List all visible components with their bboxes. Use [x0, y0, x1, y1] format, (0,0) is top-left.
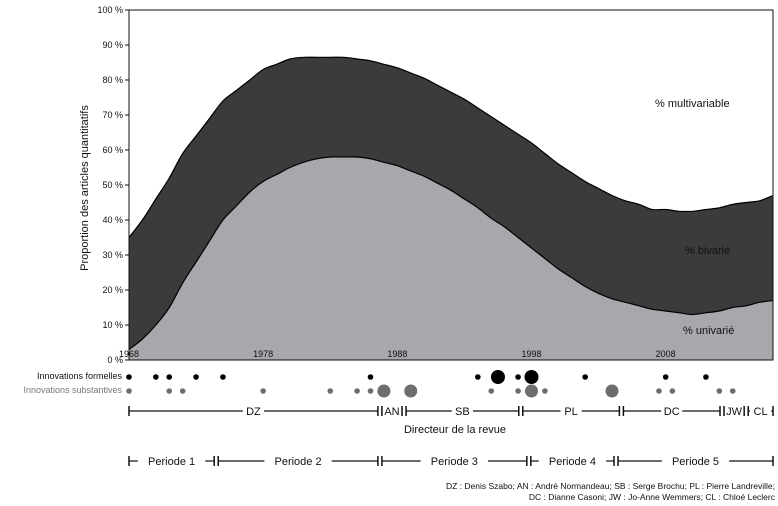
innovation-formelle-dot — [220, 374, 226, 380]
innovation-formelle-dot — [475, 374, 481, 380]
period-label: Periode 2 — [275, 456, 322, 468]
y-tick-label: 10 % — [102, 320, 123, 330]
director-title: Directeur de la revue — [404, 424, 506, 436]
footnote-line-1: DZ : Denis Szabo; AN : André Normandeau;… — [446, 481, 775, 491]
innovation-formelle-dot — [582, 374, 588, 380]
period-label: Periode 5 — [672, 456, 719, 468]
y-tick-label: 100 % — [97, 5, 123, 15]
y-axis: 0 % 10 % 20 % 30 % 40 % 50 % 60 % 70 % 80 % 90 % 1… — [97, 5, 129, 365]
innovation-formelle-dot — [153, 374, 159, 380]
y-tick-label: 20 % — [102, 285, 123, 295]
innovation-substantive-dot — [488, 388, 495, 394]
y-tick-label: 90 % — [102, 40, 123, 50]
innovation-dots-formelles — [126, 370, 709, 384]
y-tick-label: 70 % — [102, 110, 123, 120]
director-label: PL — [564, 406, 577, 418]
row-label-formelles: Innovations formelles — [37, 371, 123, 381]
innovation-formelle-dot — [166, 374, 173, 380]
innovation-substantive-dot — [126, 388, 132, 394]
innovation-substantive-dot — [542, 388, 548, 394]
label-bivarie: % bivarié — [685, 245, 730, 257]
x-tick-label: 1968 — [119, 349, 139, 359]
innovation-substantive-dot — [260, 388, 266, 394]
x-axis: 1968 1978 1988 1998 2008 — [119, 349, 676, 359]
label-multivariable: % multivariable — [655, 98, 730, 110]
innovation-substantive-dot — [656, 388, 662, 394]
boundary-line-1 — [128, 56, 774, 238]
boundary-line-0 — [128, 156, 774, 350]
innovation-formelle-dot — [524, 370, 539, 384]
x-tick-label: 1988 — [387, 349, 407, 359]
innovation-formelle-dot — [515, 374, 521, 380]
director-label: CL — [754, 406, 768, 418]
x-tick-label: 1998 — [521, 349, 541, 359]
y-tick-label: 0 % — [107, 355, 123, 365]
innovation-substantive-dot — [377, 384, 391, 398]
director-label: DC — [664, 406, 680, 418]
y-axis-label: Proportion des articles quantitatifs — [79, 105, 91, 271]
area-series-2 — [129, 10, 773, 238]
innovation-substantive-dot — [327, 388, 334, 394]
y-tick-label: 60 % — [102, 145, 123, 155]
area-series-1 — [129, 57, 773, 350]
y-tick-label: 80 % — [102, 75, 123, 85]
innovation-substantive-dot — [179, 388, 186, 394]
innovation-formelle-dot — [490, 370, 505, 384]
period-timeline: Periode 1 Periode 2 Periode 3 Periode 4 Peri… — [128, 456, 774, 468]
innovation-substantive-dot — [716, 388, 723, 394]
row-label-substantives: Innovations substantives — [23, 385, 122, 395]
y-tick-label: 40 % — [102, 215, 123, 225]
innovation-formelle-dot — [126, 374, 132, 380]
innovation-substantive-dot — [166, 388, 173, 394]
innovation-formelle-dot — [193, 374, 199, 380]
director-timeline: DZ AN SB PL DC JW CL — [128, 406, 774, 418]
innovation-substantive-dot — [525, 384, 538, 398]
y-tick-label: 50 % — [102, 180, 123, 190]
innovation-formelle-dot — [662, 374, 669, 380]
director-label: JW — [726, 406, 743, 418]
area-layers — [128, 10, 774, 360]
y-tick-label: 30 % — [102, 250, 123, 260]
footnote-line-2: DC : Dianne Casoni; JW : Jo-Anne Wemmers… — [529, 492, 776, 502]
innovation-substantive-dot — [729, 388, 736, 394]
director-label: AN — [384, 406, 399, 418]
period-label: Periode 1 — [148, 456, 195, 468]
director-label: DZ — [246, 406, 261, 418]
innovation-substantive-dot — [669, 388, 676, 394]
director-label: SB — [455, 406, 470, 418]
x-tick-label: 1978 — [253, 349, 273, 359]
period-label: Periode 3 — [431, 456, 478, 468]
innovation-dots-substantives — [126, 384, 736, 398]
area-series-0 — [129, 156, 773, 360]
innovation-substantive-dot — [367, 388, 374, 394]
label-univarie: % univarié — [683, 325, 734, 337]
innovation-formelle-dot — [703, 374, 709, 380]
period-label: Periode 4 — [549, 456, 596, 468]
innovation-formelle-dot — [367, 374, 374, 380]
innovation-substantive-dot — [404, 384, 418, 398]
x-tick-label: 2008 — [656, 349, 676, 359]
innovation-substantive-dot — [354, 388, 360, 394]
innovation-substantive-dot — [605, 384, 619, 398]
innovation-substantive-dot — [515, 388, 521, 394]
